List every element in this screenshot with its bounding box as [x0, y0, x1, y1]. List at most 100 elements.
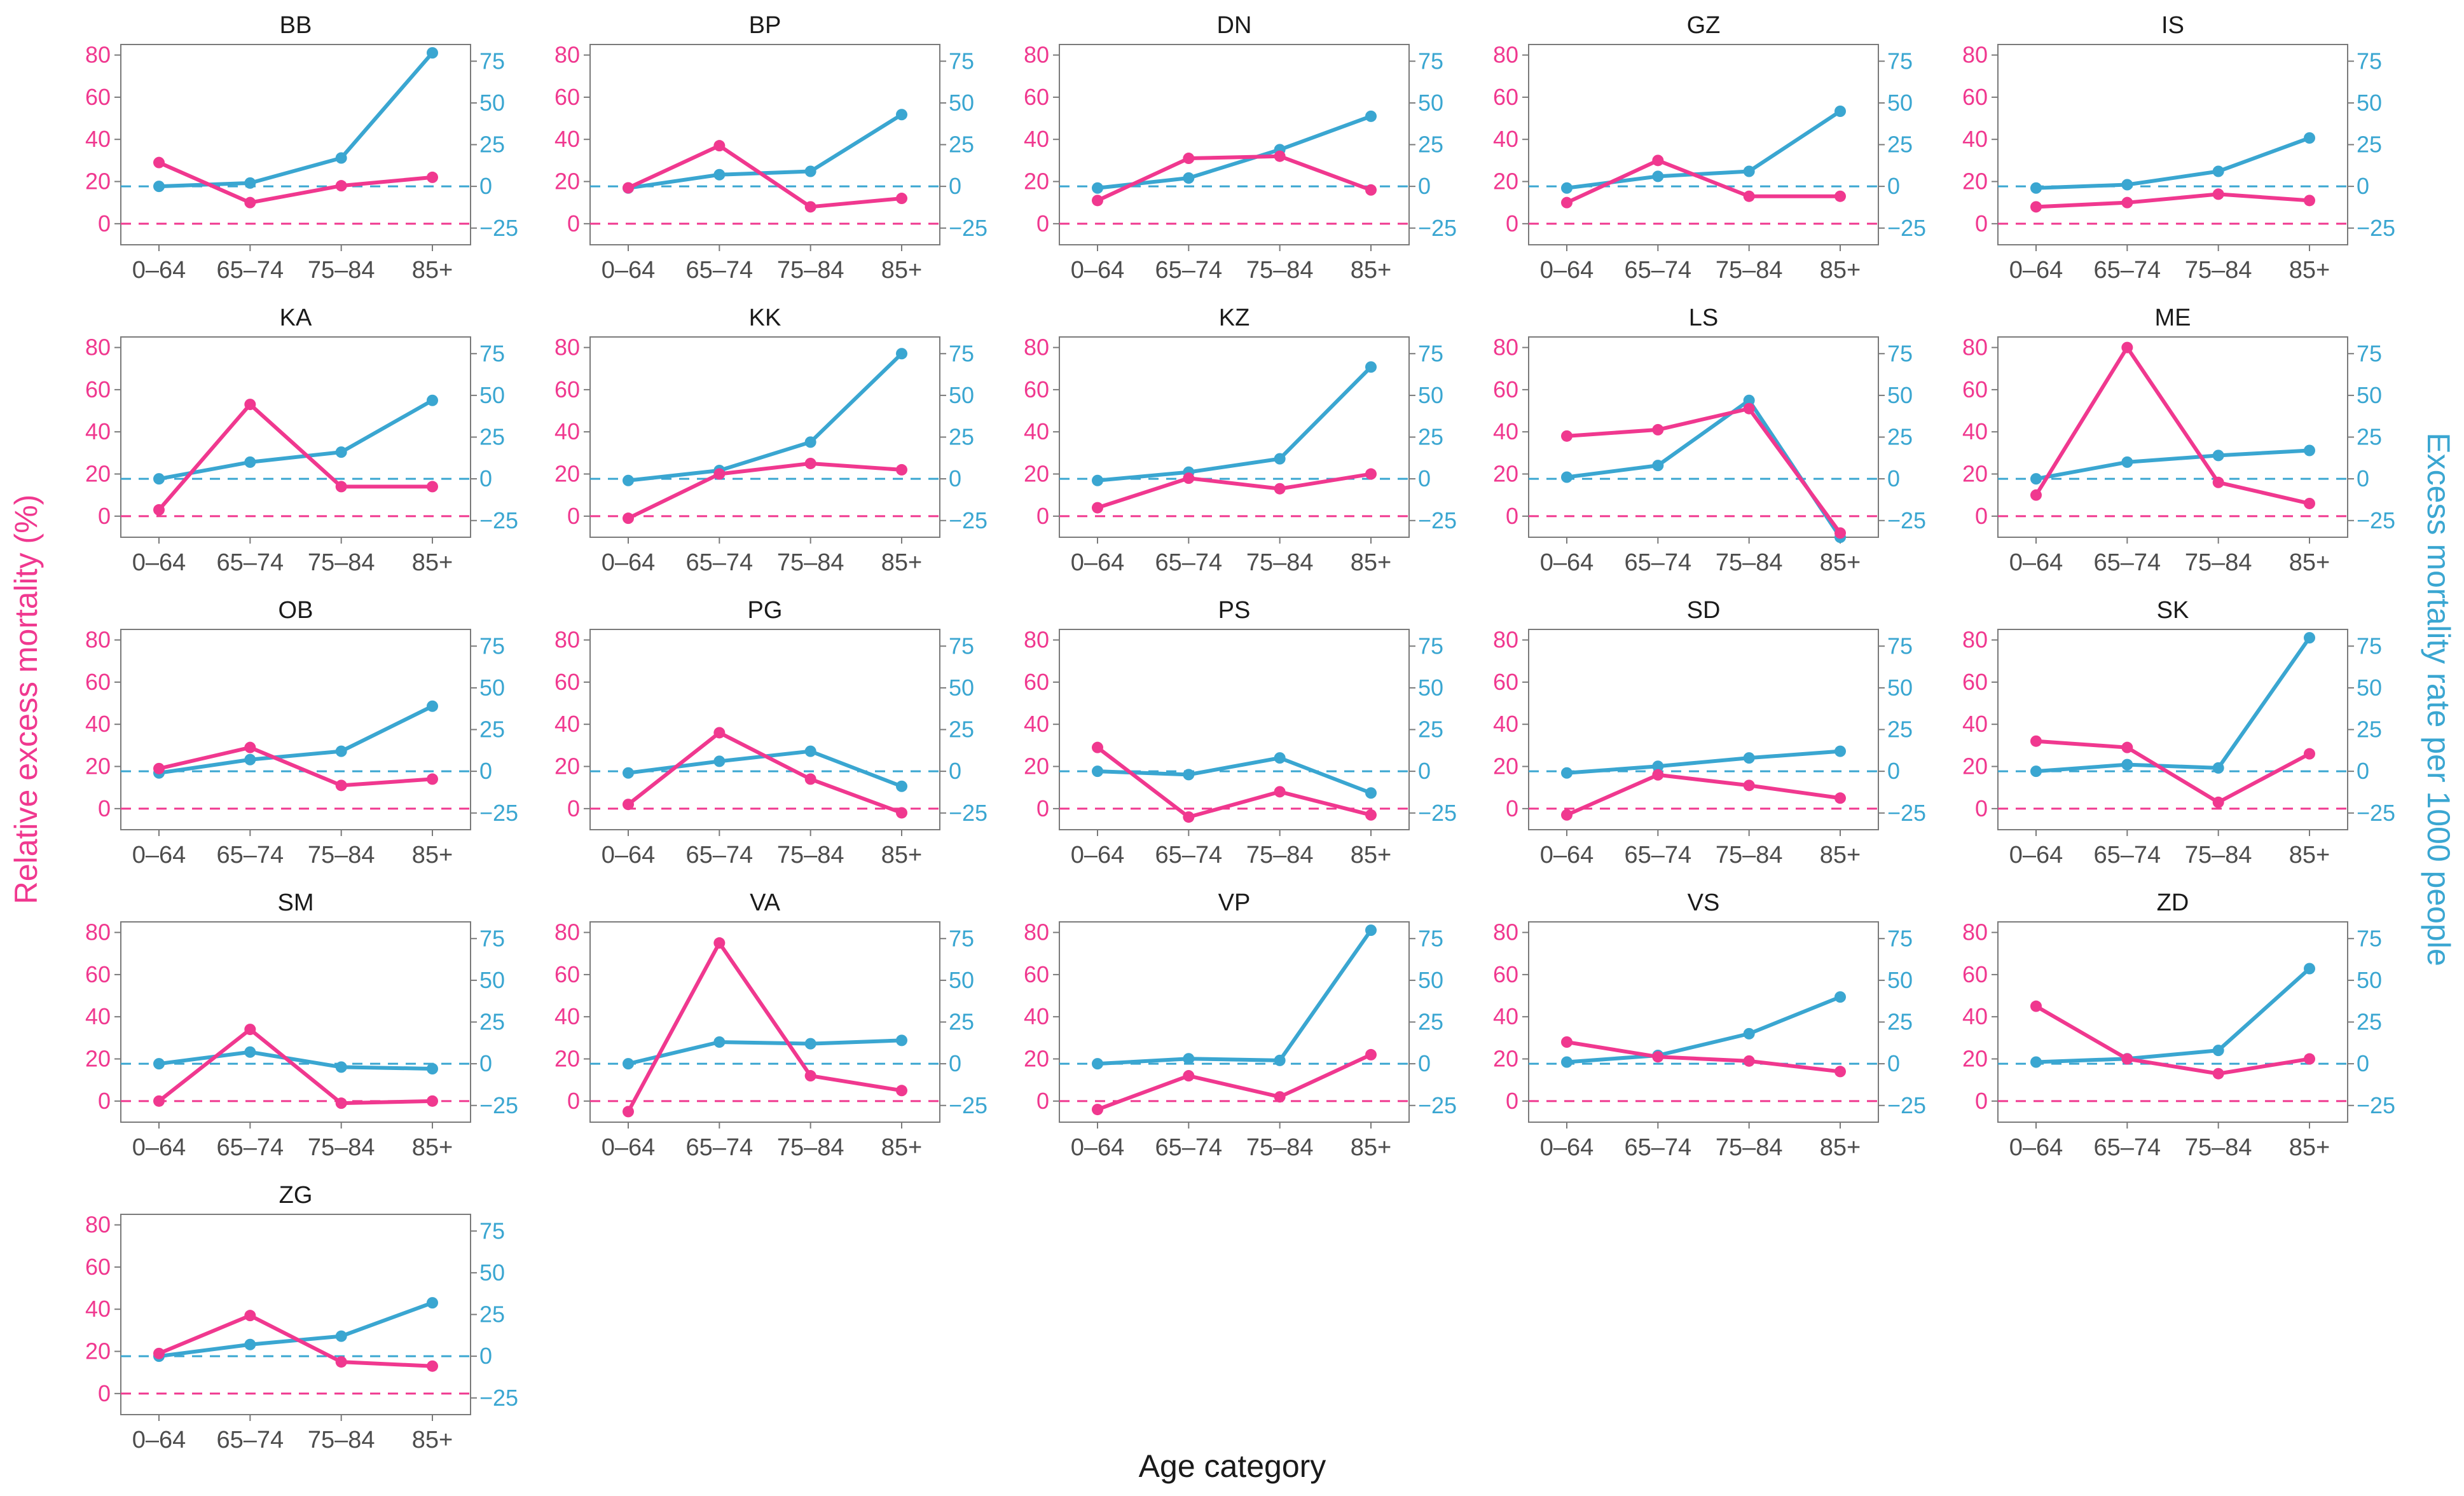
left-tick-label: 40	[1493, 1003, 1518, 1029]
x-tick-label: 85+	[1820, 842, 1861, 868]
left-tick-label: 20	[1493, 1046, 1518, 1072]
left-tick-label: 0	[98, 1380, 111, 1406]
left-tick-label: 80	[554, 42, 580, 68]
excess-point	[1743, 394, 1755, 406]
excess-series-line	[1097, 114, 1372, 190]
relative-point	[1365, 809, 1377, 821]
left-tick-label: 20	[1493, 168, 1518, 195]
x-tick-label: 0–64	[1071, 842, 1125, 868]
right-tick-label: −25	[1887, 1092, 1926, 1118]
left-tick-label: 80	[1493, 627, 1518, 653]
relative-point	[2030, 201, 2042, 213]
panel-title: BB	[280, 12, 312, 39]
right-tick-label: 25	[2357, 1009, 2382, 1035]
left-tick-label: 80	[1024, 627, 1049, 653]
right-tick-label: −25	[1418, 215, 1457, 241]
right-tick-label: 75	[2357, 48, 2382, 74]
relative-point	[896, 1085, 907, 1097]
relative-point	[804, 773, 816, 785]
relative-series-line	[1096, 746, 1372, 820]
right-tick-label: 75	[2357, 633, 2382, 659]
panel-title: KK	[749, 305, 781, 331]
excess-point	[1274, 1054, 1286, 1066]
relative-point	[2304, 748, 2315, 760]
x-tick-label: 0–64	[132, 1427, 186, 1453]
right-tick-label: 75	[479, 633, 505, 659]
left-tick-label: 0	[567, 795, 580, 821]
right-tick-label: −25	[2357, 507, 2395, 533]
right-tick-label: −25	[1887, 215, 1926, 241]
excess-point	[427, 1063, 438, 1074]
right-tick-label: 75	[479, 340, 505, 366]
excess-point	[1561, 767, 1573, 779]
left-tick-label: 40	[1493, 418, 1518, 444]
excess-point	[713, 755, 726, 767]
relative-point	[335, 481, 347, 493]
excess-series-line	[158, 1050, 433, 1071]
x-tick-label: 85+	[881, 257, 922, 284]
panel-ls: LS 0 20 40 60 80 −25 0 25 50 75 0–64 65–74 75–84 85+	[1493, 305, 1926, 576]
excess-point	[623, 474, 634, 486]
excess-point	[2121, 456, 2133, 468]
x-tick-label: 75–84	[2185, 1134, 2252, 1161]
left-tick-label: 60	[554, 669, 580, 695]
right-tick-label: 0	[949, 758, 961, 784]
x-tick-label: 65–74	[216, 1427, 284, 1453]
left-tick-label: 40	[1024, 126, 1049, 152]
relative-series-line	[1566, 406, 1842, 535]
x-tick-label: 85+	[1820, 257, 1861, 284]
relative-series-line	[158, 1314, 433, 1368]
relative-point	[1743, 779, 1755, 792]
left-tick-label: 40	[85, 1296, 111, 1322]
excess-point	[1743, 1027, 1755, 1040]
left-tick-label: 40	[554, 418, 580, 444]
excess-series-line	[158, 51, 434, 189]
right-tick-label: −25	[479, 1092, 518, 1118]
excess-series-line	[628, 113, 903, 190]
x-tick-label: 75–84	[308, 1134, 375, 1161]
panel-kz: KZ 0 20 40 60 80 −25 0 25 50 75 0–64 65–74 75–84 85+	[1024, 305, 1457, 576]
excess-series-line	[158, 399, 434, 481]
panel-va: VA 0 20 40 60 80 −25 0 25 50 75 0–64 65–74 75–84 85+	[554, 889, 988, 1161]
left-tick-label: 40	[554, 126, 580, 152]
excess-series-line	[628, 1038, 902, 1066]
right-tick-label: 50	[2357, 90, 2382, 116]
left-tick-label: 0	[1975, 795, 1988, 821]
excess-series-line	[2035, 636, 2311, 774]
panel-title: GZ	[1687, 12, 1721, 39]
right-tick-label: 50	[949, 90, 974, 116]
relative-point	[153, 1095, 165, 1107]
excess-point	[804, 1038, 816, 1050]
excess-point	[427, 47, 438, 59]
left-tick-label: 80	[1493, 42, 1518, 68]
right-tick-label: 50	[1887, 90, 1913, 116]
relative-point	[1092, 502, 1103, 514]
relative-series-line	[2035, 739, 2311, 804]
right-tick-label: 25	[479, 1301, 505, 1328]
left-tick-label: 20	[1493, 461, 1518, 487]
panel-title: IS	[2161, 12, 2184, 39]
left-tick-label: 20	[1962, 753, 1988, 779]
relative-point	[2121, 741, 2133, 753]
right-tick-label: 25	[479, 424, 505, 450]
panel-frame	[120, 629, 471, 830]
excess-point	[335, 152, 347, 164]
excess-point	[1652, 760, 1664, 772]
panel-is: IS 0 20 40 60 80 −25 0 25 50 75 0–64 65–74 75–84 85+	[1962, 12, 2395, 284]
relative-series-line	[158, 1027, 433, 1106]
right-tick-label: 0	[479, 173, 492, 199]
relative-point	[1183, 472, 1195, 484]
left-tick-label: 60	[1493, 669, 1518, 695]
right-tick-label: 75	[949, 925, 974, 951]
x-tick-label: 65–74	[1155, 842, 1222, 868]
x-tick-label: 75–84	[777, 257, 844, 284]
relative-series-line	[627, 731, 903, 815]
relative-point	[153, 1347, 165, 1359]
relative-point	[896, 193, 907, 205]
excess-point	[1183, 769, 1195, 781]
relative-point	[2030, 1000, 2042, 1012]
left-tick-label: 40	[1962, 711, 1988, 737]
right-tick-label: 25	[949, 717, 974, 743]
right-tick-label: 0	[479, 1343, 492, 1369]
relative-point	[1834, 527, 1846, 539]
